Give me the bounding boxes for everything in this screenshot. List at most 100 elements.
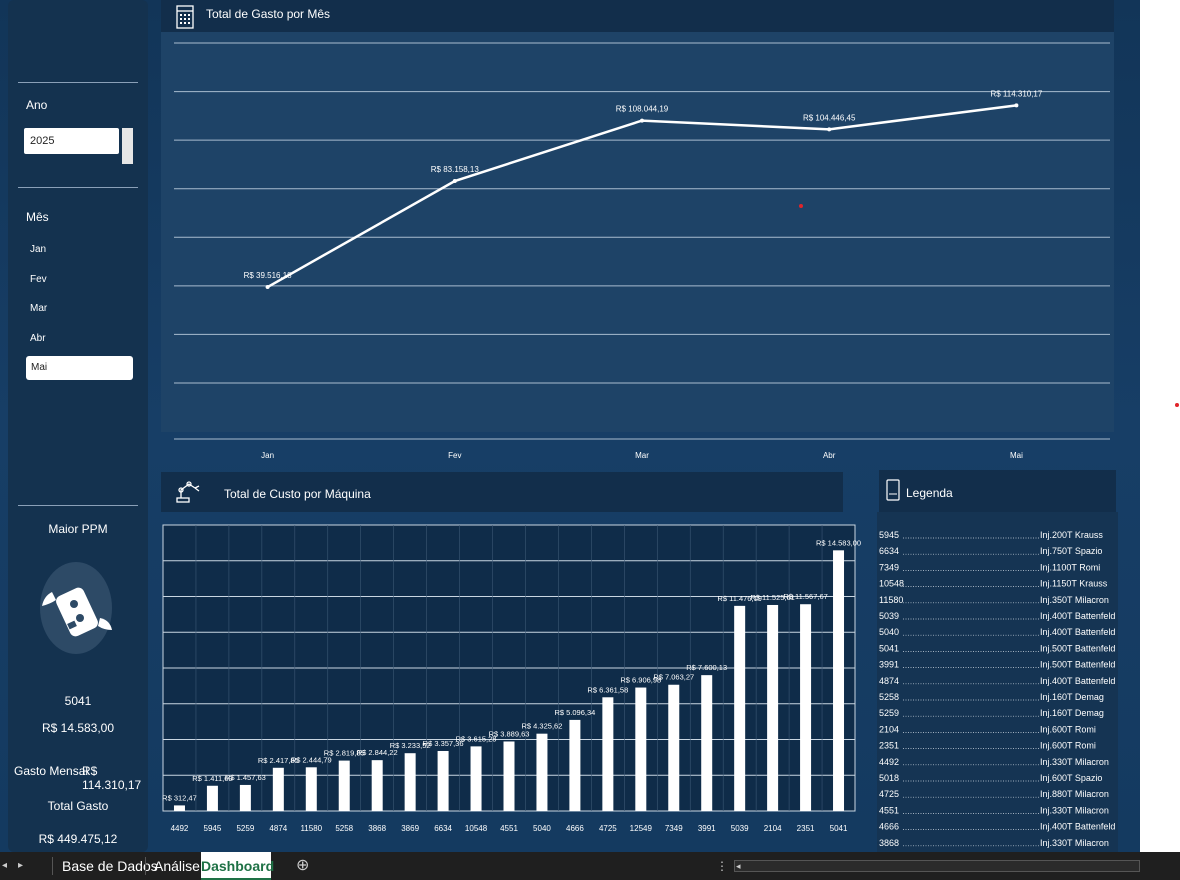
more-options-icon[interactable]: ⋮ [716, 859, 728, 873]
x-tick-label: Fev [448, 451, 461, 460]
data-label: R$ 7.600,13 [686, 663, 727, 672]
legend-name: Inj.1100T Romi [1040, 562, 1100, 572]
data-label: R$ 3.889,63 [489, 729, 530, 738]
data-label: R$ 2.417,85 [258, 756, 299, 765]
bar [338, 760, 350, 811]
legend-name: Inj.330T Milacron [1040, 838, 1109, 848]
maior-ppm-machine: 5041 [64, 694, 92, 708]
sidebar: Ano 2025 Mês Jan Fev Mar Abr Mai Maior P… [8, 0, 148, 852]
x-tick-label: 7349 [665, 824, 683, 833]
sheet-tab-bar: ◂ ▸ Base de Dados Análise Dashboard ⊕ ⋮ … [0, 852, 1180, 880]
add-sheet-icon[interactable]: ⊕ [296, 857, 310, 874]
year-slicer-item[interactable]: 2025 [24, 128, 119, 154]
bar-chart: R$ 312,47 4492 R$ 1.411,69 5945 R$ 1.457,63 5… [162, 524, 856, 833]
data-label: R$ 1.411,69 [192, 774, 232, 783]
dashboard: Ano 2025 Mês Jan Fev Mar Abr Mai Maior P… [0, 0, 1140, 852]
legend-name: Inj.200T Krauss [1040, 530, 1103, 540]
x-tick-label: 4551 [500, 824, 518, 833]
x-tick-label: 3868 [368, 824, 386, 833]
legend-name: Inj.600T Spazio [1040, 773, 1102, 783]
line-chart-area [161, 32, 1114, 432]
machine-avatar [40, 562, 112, 654]
x-tick-label: Jan [261, 451, 274, 460]
legend-name: Inj.330T Milacron [1040, 757, 1109, 767]
horizontal-scrollbar[interactable] [734, 860, 1140, 872]
legend-name: Inj.350T Milacron [1040, 595, 1109, 605]
legend-name: Inj.500T Battenfeld [1040, 660, 1115, 670]
legend-name: Inj.400T Battenfeld [1040, 676, 1115, 686]
legend-name: Inj.600T Romi [1040, 741, 1096, 751]
data-label: R$ 11.525,61 [750, 593, 794, 602]
maior-ppm-label: Maior PPM [48, 522, 108, 536]
month-item-fev[interactable]: Fev [30, 274, 47, 285]
month-item-mai[interactable]: Mai [26, 356, 133, 380]
data-label: R$ 39.516,18 [244, 271, 293, 280]
data-point [827, 127, 832, 132]
maior-ppm-value: R$ 14.583,00 [41, 721, 115, 735]
line-chart: R$ 39.516,18 Jan R$ 83.158,13 Fev R$ 108.044… [174, 42, 1110, 460]
data-label: R$ 11.476,19 [717, 594, 761, 603]
calendar-icon [176, 5, 194, 29]
legend-code: 4551 [879, 805, 899, 815]
x-tick-label: 4725 [599, 824, 617, 833]
data-label: R$ 3.615,28 [456, 734, 497, 743]
tab-scroll-left-icon[interactable]: ◂ [2, 860, 8, 871]
legend-code: 10548 [879, 579, 904, 589]
month-item-jan[interactable]: Jan [30, 244, 47, 255]
legend-name: Inj.880T Milacron [1040, 789, 1109, 799]
tab-base-de-dados[interactable]: Base de Dados [62, 858, 158, 874]
x-tick-label: 5039 [731, 824, 749, 833]
divider [18, 82, 138, 83]
bar [470, 746, 482, 811]
divider [145, 857, 146, 875]
x-tick-label: 5040 [533, 824, 551, 833]
x-tick-label: 2351 [797, 824, 815, 833]
data-label: R$ 5.096,34 [554, 708, 595, 717]
x-tick-label: 6634 [434, 824, 452, 833]
data-label: R$ 2.844,22 [357, 748, 398, 757]
scroll-left-arrow-icon[interactable]: ◂ [736, 861, 741, 871]
legend-code: 2104 [879, 724, 899, 734]
legend-code: 3868 [879, 838, 899, 848]
gasto-mensal-label: Gasto Mensal [14, 764, 89, 778]
month-item-mar[interactable]: Mar [30, 303, 48, 314]
bar [239, 784, 251, 811]
legend-code: 5041 [879, 643, 899, 653]
legend-code: 11580 [879, 595, 903, 605]
bar-chart-title: Total de Custo por Máquina [224, 487, 371, 501]
data-label: R$ 1.457,63 [225, 773, 266, 782]
legend-code: 4725 [879, 789, 899, 799]
legend-body [877, 512, 1118, 852]
bar-chart-header: Total de Custo por Máquina [161, 472, 843, 512]
bar [371, 760, 383, 811]
bar [173, 805, 185, 811]
data-label: R$ 83.158,13 [431, 165, 480, 174]
legend-code: 3991 [879, 660, 899, 670]
legend-code: 5258 [879, 692, 899, 702]
tab-dashboard[interactable]: Dashboard [201, 852, 274, 880]
month-item-abr[interactable]: Abr [30, 333, 46, 344]
x-tick-label: Abr [823, 451, 836, 460]
divider [18, 505, 138, 506]
data-label: R$ 4.325,62 [522, 722, 563, 731]
bar [767, 604, 779, 811]
data-label: R$ 3.233,52 [390, 741, 431, 750]
tab-scroll-right-icon[interactable]: ▸ [18, 860, 24, 871]
data-label: R$ 3.357,36 [423, 739, 464, 748]
x-tick-label: 5041 [830, 824, 848, 833]
legend-title: Legenda [906, 486, 953, 500]
total-gasto-value: R$ 449.475,12 [38, 832, 118, 846]
legend-code: 2351 [879, 741, 899, 751]
year-slicer-scrollbar[interactable] [122, 128, 133, 164]
bar [800, 604, 812, 811]
legend-code: 5018 [879, 773, 899, 783]
marker-dot [799, 204, 803, 208]
device-icon [886, 479, 900, 501]
data-label: R$ 2.819,85 [324, 749, 365, 758]
legend-name: Inj.600T Romi [1040, 724, 1096, 734]
data-point [265, 285, 270, 290]
tab-analise[interactable]: Análise [154, 858, 200, 874]
legend-name: Inj.330T Milacron [1040, 805, 1109, 815]
legend-name: Inj.160T Demag [1040, 692, 1104, 702]
data-point [452, 179, 457, 184]
